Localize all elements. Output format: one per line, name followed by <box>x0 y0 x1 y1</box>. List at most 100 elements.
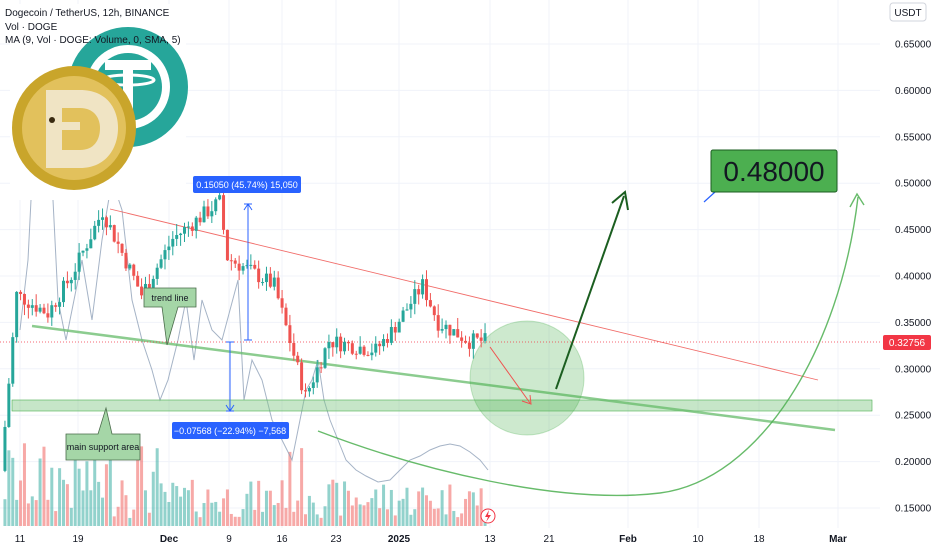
volume-bar <box>467 491 471 526</box>
candle-body <box>378 343 382 347</box>
candle-body <box>464 340 468 343</box>
volume-bar <box>346 490 350 526</box>
volume-bar <box>218 511 222 526</box>
candle-body <box>331 342 335 348</box>
candle-body <box>58 302 62 307</box>
volume-bar <box>389 489 393 526</box>
time-tick-label: 11 <box>15 534 26 545</box>
time-tick-label: 13 <box>484 534 496 545</box>
candle-body <box>456 329 460 338</box>
volume-bar <box>132 509 136 526</box>
volume-bar <box>413 509 417 526</box>
measure-up-arrowhead <box>243 203 253 211</box>
volume-bar <box>315 514 319 526</box>
candle-body <box>108 225 112 228</box>
volume-bar <box>104 464 108 526</box>
candle-body <box>128 264 132 269</box>
candle-body <box>292 343 296 356</box>
candle-body <box>261 282 265 284</box>
candle-body <box>175 235 179 239</box>
candle-body <box>354 353 358 355</box>
candle-body <box>132 264 136 276</box>
trend-line-callout[interactable] <box>143 287 197 346</box>
target-zone-circle <box>469 320 585 436</box>
candle-body <box>206 206 210 217</box>
candle-body <box>307 387 311 392</box>
candle-body <box>323 348 327 368</box>
candle-body <box>397 321 401 333</box>
volume-bar <box>210 502 214 526</box>
candle-body <box>268 273 272 287</box>
support-callout[interactable] <box>65 406 141 461</box>
volume-bar <box>214 501 218 526</box>
candle-body <box>241 266 245 271</box>
candle-body <box>409 303 413 310</box>
candle-body <box>382 339 386 347</box>
candle-body <box>296 355 300 363</box>
pullback-arrow <box>489 346 531 404</box>
measure-down-box[interactable] <box>172 422 289 439</box>
candle-body <box>389 327 393 343</box>
volume-bar <box>471 492 475 526</box>
candle-body <box>440 329 444 331</box>
candle-body <box>425 279 428 301</box>
candle-body <box>350 343 354 354</box>
ma-legend: MA (9, Vol · DOGE: Volume, 0, SMA, 5) <box>5 35 181 46</box>
currency-button[interactable] <box>889 2 927 22</box>
volume-bar <box>339 515 343 526</box>
volume-bar <box>183 487 186 526</box>
price-tick-label: 0.40000 <box>895 272 932 283</box>
volume-bar <box>30 496 34 526</box>
price-tick-label: 0.35000 <box>895 318 932 329</box>
candle-body <box>343 341 347 352</box>
target-price-box[interactable] <box>710 149 838 193</box>
candle-body <box>54 305 58 307</box>
candle-body <box>210 211 214 217</box>
breakout-arrow <box>555 195 625 390</box>
candle-body <box>413 289 417 304</box>
candle-body <box>245 265 249 267</box>
volume-bar <box>7 450 11 526</box>
target-pointer <box>703 191 716 203</box>
volume-bar <box>393 515 397 526</box>
candle-body <box>280 298 284 308</box>
price-tick-label: 0.60000 <box>895 86 932 97</box>
candle-body <box>38 307 42 312</box>
candle-body <box>479 337 483 341</box>
volume-bar <box>479 488 483 526</box>
volume-bar <box>50 467 54 526</box>
time-tick-label: Mar <box>829 534 847 545</box>
volume-bar <box>159 483 163 526</box>
volume-bar <box>62 479 65 526</box>
volume-bar <box>362 505 366 526</box>
volume-bar <box>136 459 140 526</box>
target-price-label: 0.48000 <box>723 156 824 187</box>
volume-bar <box>22 443 26 526</box>
volume-bar <box>202 503 206 526</box>
candle-body <box>229 260 233 262</box>
time-axis[interactable] <box>0 528 880 550</box>
candle-body <box>276 277 280 299</box>
volume-bar <box>163 491 167 526</box>
price-tick-label: 0.20000 <box>895 457 932 468</box>
candle-body <box>186 226 190 228</box>
candle-body <box>136 275 140 287</box>
price-axis[interactable] <box>880 0 932 550</box>
candle-body <box>15 291 19 338</box>
volume-bar <box>327 484 331 526</box>
time-tick-label: 2025 <box>388 534 411 545</box>
time-tick-label: 19 <box>72 534 84 545</box>
lightning-event-icon[interactable] <box>480 508 496 524</box>
volume-bar <box>175 486 179 526</box>
volume-bar <box>198 517 202 526</box>
volume-bar <box>120 480 124 526</box>
candle-body <box>22 294 26 305</box>
measure-up-box[interactable] <box>193 176 301 193</box>
volume-bar <box>335 482 339 526</box>
price-tick-label: 0.55000 <box>895 132 932 143</box>
volume-bar <box>69 507 73 526</box>
volume-bar <box>233 516 237 526</box>
candle-body <box>300 362 304 391</box>
candle-body <box>417 289 421 295</box>
